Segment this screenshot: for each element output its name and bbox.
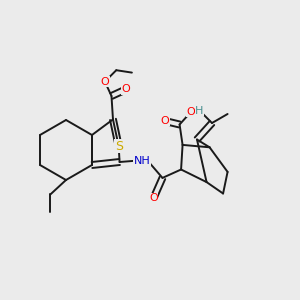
- Text: O: O: [122, 84, 130, 94]
- Text: O: O: [100, 76, 109, 87]
- Text: NH: NH: [134, 155, 151, 166]
- Text: O: O: [160, 116, 169, 126]
- Text: O: O: [187, 107, 195, 117]
- Text: O: O: [149, 193, 158, 203]
- Text: H: H: [195, 106, 204, 116]
- Text: S: S: [115, 140, 123, 153]
